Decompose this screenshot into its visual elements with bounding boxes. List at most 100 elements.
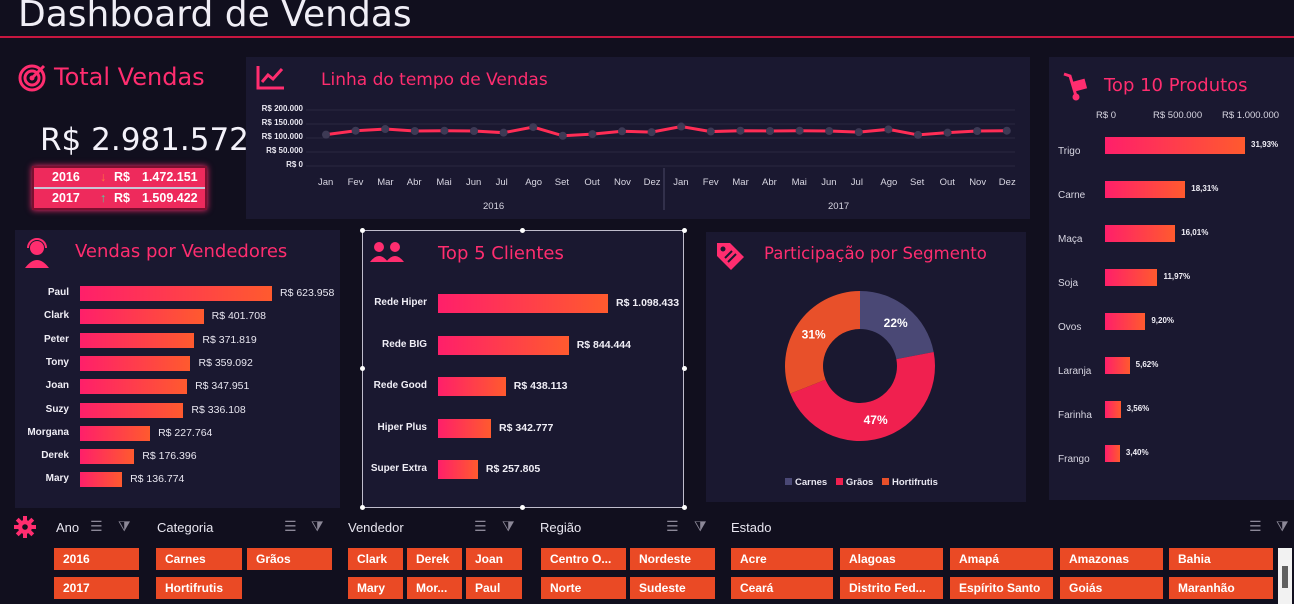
clients-title: Top 5 Clientes	[438, 243, 564, 264]
slicer-scrollbar[interactable]	[1278, 548, 1292, 604]
product-bar	[1105, 225, 1176, 242]
month-label: Ago	[880, 177, 898, 188]
slicer-item-estado[interactable]: Acre	[731, 548, 833, 570]
legend-label: Hortifrutis	[891, 477, 938, 488]
product-bar	[1105, 401, 1121, 418]
segment-label: 31%	[802, 328, 826, 342]
selection-frame[interactable]	[362, 230, 684, 508]
slicer-item-vendedor[interactable]: Clark	[348, 548, 403, 570]
resize-handle[interactable]	[682, 228, 687, 233]
slicer-item-estado[interactable]: Bahia	[1169, 548, 1273, 570]
sales-point	[351, 126, 360, 135]
sales-point	[588, 130, 597, 139]
sales-point	[470, 127, 478, 135]
resize-handle[interactable]	[682, 366, 687, 371]
clear-filter-icon[interactable]: ⧩	[118, 518, 131, 534]
slicer-item-categoria[interactable]: Carnes	[156, 548, 242, 570]
slicer-header-regiao: Região	[540, 520, 582, 535]
slicer-item-regiao[interactable]: Nordeste	[630, 548, 715, 570]
slicer-item-vendedor[interactable]: Mor...	[407, 577, 462, 599]
year-label: 2016	[52, 170, 80, 184]
sales-point	[736, 126, 745, 135]
resize-handle[interactable]	[360, 366, 365, 371]
seller-name: Joan	[45, 380, 69, 392]
multi-select-icon[interactable]: ☰	[90, 518, 103, 534]
total-vendas-header: Total Vendas	[18, 62, 205, 92]
slicer-item-estado[interactable]: Maranhão	[1169, 577, 1273, 599]
product-bar	[1105, 445, 1120, 462]
slicer-header-categoria: Categoria	[157, 520, 214, 535]
slicer-item-estado[interactable]: Distrito Fed...	[840, 577, 943, 599]
multi-select-icon[interactable]: ☰	[474, 518, 487, 534]
slicer-item-regiao[interactable]: Norte	[541, 577, 626, 599]
segment-title: Participação por Segmento	[764, 244, 987, 263]
product-name: Ovos	[1058, 322, 1082, 333]
month-label: Abr	[406, 177, 422, 188]
slicer-item-vendedor[interactable]: Mary	[348, 577, 403, 599]
product-value: 9,20%	[1151, 316, 1175, 325]
slicer-item-ano[interactable]: 2017	[54, 577, 139, 599]
resize-handle[interactable]	[682, 505, 687, 510]
gear-icon[interactable]	[14, 516, 36, 538]
clear-filter-icon[interactable]: ⧩	[502, 518, 515, 534]
multi-select-icon[interactable]: ☰	[666, 518, 679, 534]
seller-value: R$ 336.108	[191, 403, 246, 416]
client-bar	[438, 335, 569, 355]
total-vendas-label: Total Vendas	[54, 63, 205, 91]
product-value: 31,93%	[1251, 140, 1279, 149]
resize-handle[interactable]	[360, 228, 365, 233]
slicer-item-estado[interactable]: Ceará	[731, 577, 833, 599]
year-row-2017: 2017 ↑ R$ 1.509.422	[34, 189, 205, 208]
currency-label: R$	[114, 191, 130, 205]
clear-filter-icon[interactable]: ⧩	[694, 518, 707, 534]
slicer-item-categoria[interactable]: Grãos	[247, 548, 332, 570]
sales-point	[1002, 126, 1011, 135]
product-bar	[1105, 181, 1186, 198]
multi-select-icon[interactable]: ☰	[1249, 518, 1262, 534]
resize-handle[interactable]	[520, 505, 525, 510]
seller-value: R$ 176.396	[142, 450, 197, 463]
clients-panel	[362, 230, 684, 508]
resize-handle[interactable]	[520, 228, 525, 233]
slicer-item-vendedor[interactable]: Derek	[407, 548, 462, 570]
seller-value: R$ 227.764	[158, 426, 213, 439]
slicer-item-ano[interactable]: 2016	[54, 548, 139, 570]
slicer-item-estado[interactable]: Amazonas	[1060, 548, 1163, 570]
month-label: Fev	[347, 177, 364, 188]
y-tick-label: R$ 0	[286, 160, 303, 169]
slicer-item-regiao[interactable]: Sudeste	[630, 577, 715, 599]
slicer-item-regiao[interactable]: Centro O...	[541, 548, 626, 570]
multi-select-icon[interactable]: ☰	[284, 518, 297, 534]
sales-point	[618, 127, 626, 136]
clear-filter-icon[interactable]: ⧩	[1276, 518, 1289, 534]
resize-handle[interactable]	[360, 505, 365, 510]
slicer-item-estado[interactable]: Amapá	[950, 548, 1053, 570]
segment-label: 47%	[864, 413, 888, 427]
product-bar	[1105, 357, 1130, 374]
slicer-item-categoria[interactable]: Hortifrutis	[156, 577, 242, 599]
month-label: Jan	[673, 177, 689, 188]
seller-value: R$ 623.958	[280, 287, 335, 299]
seller-name: Paul	[47, 287, 69, 298]
seller-value: R$ 347.951	[195, 380, 250, 393]
scrollbar-thumb[interactable]	[1282, 566, 1288, 588]
slicer-item-estado[interactable]: Espírito Santo	[950, 577, 1053, 599]
clear-filter-icon[interactable]: ⧩	[311, 518, 324, 534]
sales-point	[884, 125, 893, 134]
slicer-item-estado[interactable]: Alagoas	[840, 548, 943, 570]
seller-bar	[80, 449, 135, 465]
seller-bar	[80, 472, 123, 488]
month-label: Abr	[762, 177, 777, 188]
slicer-item-vendedor[interactable]: Paul	[466, 577, 522, 599]
product-bar	[1105, 313, 1146, 330]
title-underline	[0, 36, 1294, 38]
target-icon	[18, 64, 46, 92]
month-label: Mar	[377, 177, 394, 188]
y-tick-label: R$ 200.000	[261, 104, 303, 113]
timeline-title: Linha do tempo de Vendas	[321, 70, 548, 90]
salesperson-icon	[25, 238, 49, 268]
slicer-item-vendedor[interactable]: Joan	[466, 548, 522, 570]
price-tag-icon	[717, 243, 744, 270]
slicer-item-estado[interactable]: Goiás	[1060, 577, 1163, 599]
